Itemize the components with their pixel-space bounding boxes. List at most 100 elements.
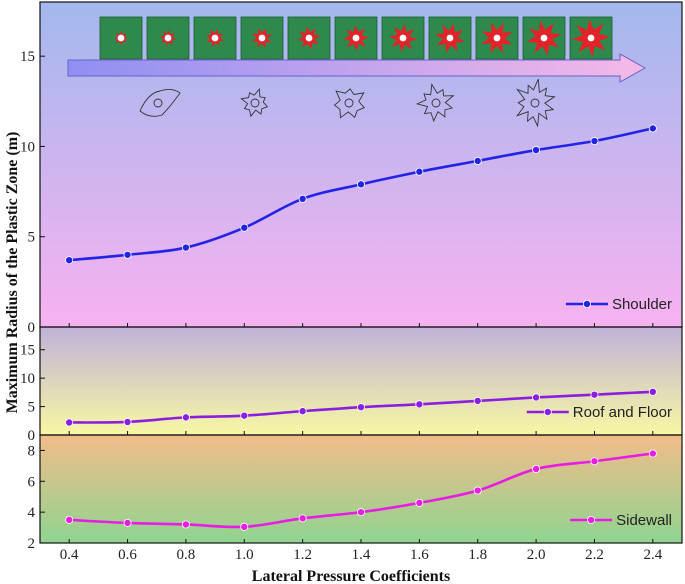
y-tick-label: 10 — [20, 371, 35, 387]
x-tick-label: 2.4 — [643, 547, 662, 563]
outline-path — [139, 88, 181, 117]
data-point — [181, 243, 190, 252]
star-shape-sketch — [415, 83, 455, 123]
legend-label-2: Roof and Floor — [573, 404, 672, 421]
x-tick-label: 0.4 — [60, 547, 79, 563]
data-point — [415, 498, 424, 507]
data-point — [648, 124, 657, 133]
opening-hole — [164, 34, 172, 42]
data-point — [356, 403, 365, 412]
opening-hole — [587, 34, 595, 42]
opening-hole — [352, 34, 360, 42]
plastic-zone-image — [428, 16, 472, 60]
outline-hole — [344, 98, 354, 108]
opening-hole — [493, 34, 501, 42]
data-point — [123, 417, 132, 426]
data-point — [473, 486, 482, 495]
y-tick-label: 0 — [28, 320, 36, 336]
legend-marker-1 — [582, 299, 591, 308]
gear-shape-sketch — [240, 87, 269, 118]
data-point — [123, 250, 132, 259]
x-tick-label: 1.0 — [235, 547, 254, 563]
data-point — [356, 180, 365, 189]
plastic-zone-image — [99, 16, 143, 60]
data-point — [356, 508, 365, 517]
cell-shape-sketch — [139, 88, 181, 117]
plastic-zone-image — [240, 16, 284, 60]
data-point — [181, 413, 190, 422]
y-tick-label: 2 — [28, 536, 36, 552]
outline-path — [333, 88, 366, 119]
data-point — [648, 449, 657, 458]
plastic-zone-image — [381, 16, 425, 60]
data-point — [181, 520, 190, 529]
y-tick-label: 6 — [28, 474, 36, 490]
outline-path — [515, 78, 556, 128]
x-tick-label: 0.6 — [118, 547, 137, 563]
y-tick-label: 5 — [28, 400, 36, 416]
x-axis-title: Lateral Pressure Coefficients — [252, 568, 450, 584]
panel-3-background — [40, 435, 682, 543]
panel-2-background — [40, 327, 682, 435]
opening-hole — [540, 34, 548, 42]
x-tick-label: 1.4 — [352, 547, 371, 563]
opening-hole — [258, 34, 266, 42]
legend-label-3: Sidewall — [616, 512, 672, 529]
data-point — [473, 156, 482, 165]
data-point — [590, 457, 599, 466]
outline-hole — [431, 98, 441, 108]
opening-hole — [305, 34, 313, 42]
y-tick-label: 15 — [20, 343, 35, 359]
data-point — [240, 411, 249, 420]
x-tick-label: 1.2 — [293, 547, 312, 563]
outline-hole — [153, 98, 163, 108]
x-tick-label: 2.2 — [585, 547, 604, 563]
opening-hole — [211, 34, 219, 42]
plastic-zone-image — [334, 16, 378, 60]
y-tick-label: 0 — [28, 428, 36, 444]
opening-hole — [399, 34, 407, 42]
plastic-zone-image — [146, 16, 190, 60]
spiky-shape-sketch — [515, 78, 556, 128]
y-tick-label: 10 — [20, 139, 35, 155]
data-point — [532, 146, 541, 155]
x-tick-label: 2.0 — [527, 547, 546, 563]
legend-marker-3 — [587, 516, 596, 525]
data-point — [65, 515, 74, 524]
opening-hole — [446, 34, 454, 42]
x-tick-label: 0.8 — [177, 547, 196, 563]
x-tick-label: 1.8 — [468, 547, 487, 563]
outline-hole — [530, 98, 540, 108]
outline-path — [240, 87, 269, 118]
data-point — [590, 137, 599, 146]
data-point — [532, 464, 541, 473]
data-point — [415, 167, 424, 176]
data-point — [415, 400, 424, 409]
data-point — [65, 418, 74, 427]
data-point — [65, 256, 74, 265]
x-tick-label: 1.6 — [410, 547, 429, 563]
data-point — [240, 522, 249, 531]
plastic-zone-image — [193, 16, 237, 60]
plastic-zone-image — [475, 16, 519, 60]
plastic-zone-image — [569, 16, 613, 60]
legend-label-1: Shoulder — [612, 296, 672, 313]
plastic-zone-illustration — [67, 16, 647, 128]
y-tick-label: 15 — [20, 49, 35, 65]
y-axis-title: Maximum Radius of the Plastic Zone (m) — [4, 132, 21, 414]
data-point — [123, 518, 132, 527]
data-point — [298, 514, 307, 523]
plastic-zone-image — [287, 16, 331, 60]
plastic-zone-image — [522, 16, 566, 60]
data-point — [648, 387, 657, 396]
opening-hole — [117, 34, 125, 42]
trend-arrow — [67, 53, 647, 83]
data-point — [590, 390, 599, 399]
data-point — [240, 223, 249, 232]
cross-shape-sketch — [333, 88, 366, 119]
outline-hole — [250, 98, 260, 108]
legend-marker-2 — [543, 407, 552, 416]
y-tick-label: 4 — [28, 505, 36, 521]
